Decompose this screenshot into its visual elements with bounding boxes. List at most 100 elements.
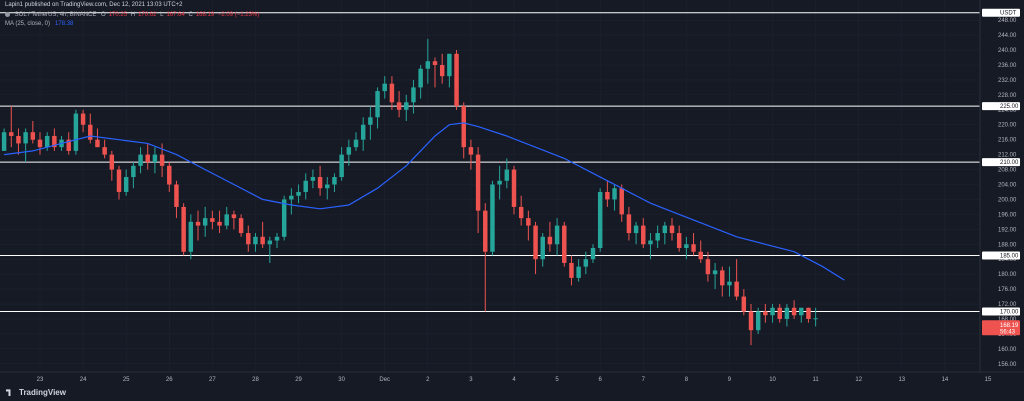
candle xyxy=(562,221,567,267)
candle xyxy=(231,210,237,230)
high-value: 170.62 xyxy=(138,12,157,19)
price-tick-label: 204.00 xyxy=(998,183,1017,189)
candle xyxy=(619,184,624,222)
candle-body xyxy=(425,61,431,69)
time-tick-label: 25 xyxy=(123,377,130,383)
symbol-label: SOL / TetherUS, 4h, BINANCE xyxy=(14,12,97,19)
candle xyxy=(569,255,574,286)
level-price-label: USDT xyxy=(982,8,1020,17)
candle-body xyxy=(281,199,287,237)
candle xyxy=(339,147,344,181)
candle-body xyxy=(626,214,632,234)
candle-body xyxy=(554,225,560,245)
candle xyxy=(195,210,201,241)
candle xyxy=(597,188,603,252)
candle xyxy=(684,236,689,260)
open-label: O xyxy=(101,12,106,19)
candle xyxy=(303,173,308,200)
ma-legend-value: 178.38 xyxy=(55,21,74,27)
price-tick-label: 228.00 xyxy=(998,93,1017,99)
time-tick-label: 26 xyxy=(166,377,173,383)
brand-label: TradingView xyxy=(19,388,66,397)
tradingview-footer[interactable]: TradingView xyxy=(6,388,66,397)
candle xyxy=(174,180,179,219)
candle xyxy=(734,259,739,301)
time-axis[interactable]: 23 24 25 26 27 28 29 30 Dec 2 3 4 5 6 7 8 9 10 11 12 13 14 15 xyxy=(0,371,1024,401)
candle-body xyxy=(547,236,553,245)
candle-body xyxy=(145,154,150,163)
candle xyxy=(102,139,107,159)
candle xyxy=(80,109,86,133)
candle-body xyxy=(159,154,165,166)
candle-body xyxy=(188,221,194,252)
moving-average-line xyxy=(4,122,845,281)
time-tick-label: Dec xyxy=(379,377,390,383)
candle xyxy=(712,262,718,290)
candle-body xyxy=(712,270,718,275)
candle xyxy=(396,91,402,118)
candle xyxy=(748,304,754,346)
candle xyxy=(540,233,545,267)
last-price-value: 168.19 xyxy=(1000,323,1019,329)
candle xyxy=(37,132,43,155)
candle xyxy=(73,109,79,155)
candle-body xyxy=(80,113,86,125)
candle-body xyxy=(755,311,761,331)
candle xyxy=(210,210,215,230)
candle xyxy=(475,147,481,234)
price-tick-label: 160.00 xyxy=(998,347,1017,353)
candle xyxy=(583,251,589,275)
candle xyxy=(777,304,782,323)
level-label-bg xyxy=(982,307,1020,316)
candle-body xyxy=(131,165,136,178)
price-tick-label: 232.00 xyxy=(998,78,1017,84)
candle xyxy=(289,188,294,215)
candle xyxy=(439,53,445,84)
candle xyxy=(253,233,258,252)
level-label-bg xyxy=(982,102,1020,111)
candle xyxy=(483,203,488,312)
candle-body xyxy=(439,64,445,77)
candle-body xyxy=(583,259,589,267)
symbol-legend[interactable]: SOL / TetherUS, 4h, BINANCE O 170.25 H 170… xyxy=(5,12,261,18)
time-tick-label: 7 xyxy=(642,377,646,383)
time-tick-label: 3 xyxy=(469,377,473,383)
candle xyxy=(461,102,466,159)
candle xyxy=(418,64,423,99)
candle xyxy=(325,177,330,200)
candle xyxy=(720,266,725,297)
time-tick-label: 12 xyxy=(855,377,862,383)
candle-body xyxy=(597,191,603,248)
time-axis-bg xyxy=(0,372,1024,401)
candle-body xyxy=(483,210,488,252)
candle-body xyxy=(662,225,668,234)
candlestick-series xyxy=(1,38,818,346)
price-tick-label: 192.00 xyxy=(998,227,1017,233)
price-tick-label: 224.00 xyxy=(998,108,1017,114)
time-tick-label: 27 xyxy=(209,377,216,383)
candle xyxy=(16,128,21,155)
candle xyxy=(188,214,194,260)
price-tick-label: 168.00 xyxy=(998,317,1017,323)
time-tick-label: 9 xyxy=(728,377,732,383)
candle-body xyxy=(325,184,330,189)
candle-body xyxy=(224,214,229,226)
low-value: 167.64 xyxy=(166,12,185,19)
last-price-bg xyxy=(982,320,1020,336)
price-axis[interactable]: 156.00160.00164.00168.00172.00176.00180.… xyxy=(979,0,1024,372)
candle xyxy=(404,94,409,122)
candle-body xyxy=(411,87,416,103)
candle xyxy=(138,147,143,174)
candle-body xyxy=(238,218,244,234)
candle-body xyxy=(648,240,653,245)
candle-body xyxy=(504,169,510,181)
candle-body xyxy=(454,53,459,107)
tradingview-logo-icon xyxy=(6,389,11,397)
candle-body xyxy=(231,214,237,219)
ma-legend[interactable]: MA (25, close, 0) 178.38 xyxy=(5,21,73,27)
level-price-label: 170.00 xyxy=(982,307,1020,316)
candle-body xyxy=(490,184,495,252)
candle-body xyxy=(468,147,474,155)
candle xyxy=(454,50,459,110)
